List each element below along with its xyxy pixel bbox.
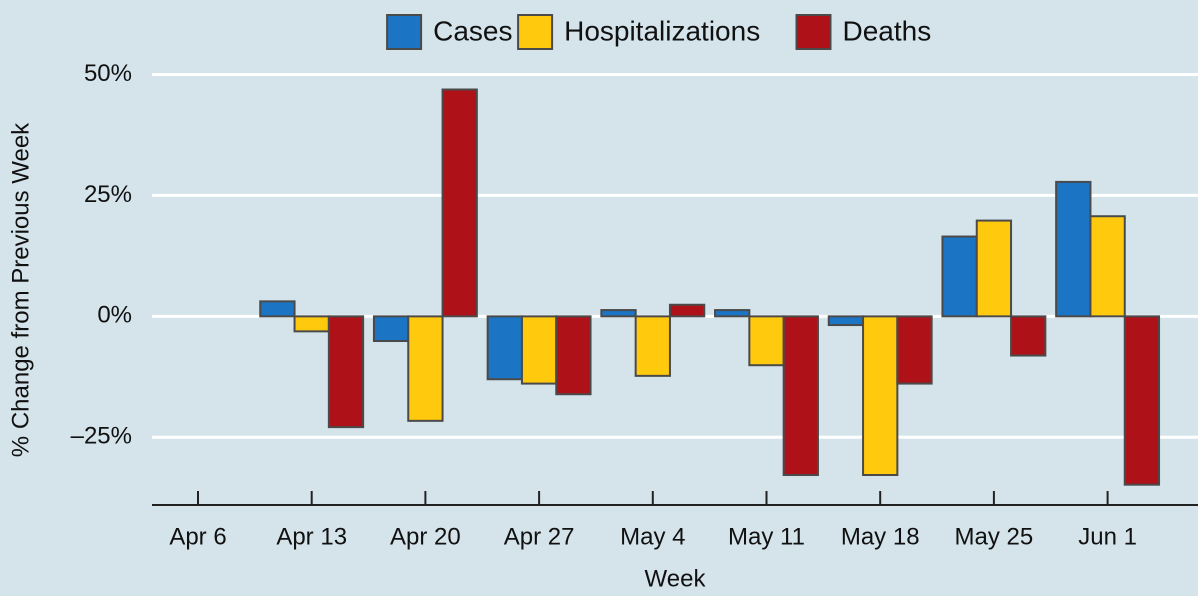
x-tick-label: May 11 [728,523,805,550]
bar [668,303,706,318]
bar [1089,215,1126,318]
bar [634,315,671,377]
bar [372,315,410,343]
bar [407,315,444,422]
x-tick-label: Apr 20 [390,523,461,550]
bar [520,315,558,385]
bar [862,315,899,477]
bar [441,88,478,318]
bar [1055,180,1092,318]
x-tick-label: May 25 [955,523,1034,550]
legend-label: Hospitalizations [564,15,760,46]
bar [327,315,365,429]
bar [827,315,865,327]
legend-label: Cases [433,15,512,46]
bar [555,315,592,396]
legend-swatch [795,14,832,50]
bar [1123,315,1161,486]
y-axis-title: % Change from Previous Week [7,122,34,457]
x-axis-title: Week [645,565,707,592]
bar [1010,315,1047,357]
x-tick-label: May 4 [620,523,685,550]
bar [896,315,933,385]
bar [782,315,819,477]
bar [975,219,1013,318]
y-tick-label: –25% [71,423,132,450]
bar [259,300,296,318]
legend-swatch [386,14,423,50]
bar [600,309,637,318]
bar [486,315,523,381]
x-tick-label: Apr 6 [169,523,226,550]
y-tick-label: 25% [84,181,132,208]
legend-swatch [517,14,554,50]
bar [714,309,751,318]
bar [293,315,330,333]
y-tick-label: 0% [97,302,132,329]
bar [748,315,785,367]
x-tick-label: Apr 27 [504,523,575,550]
x-tick-label: Jun 1 [1078,523,1137,550]
x-tick-label: May 18 [841,523,920,550]
bar [941,235,978,318]
x-tick-label: Apr 13 [276,523,347,550]
y-tick-label: 50% [84,60,132,87]
legend-label: Deaths [843,15,932,46]
